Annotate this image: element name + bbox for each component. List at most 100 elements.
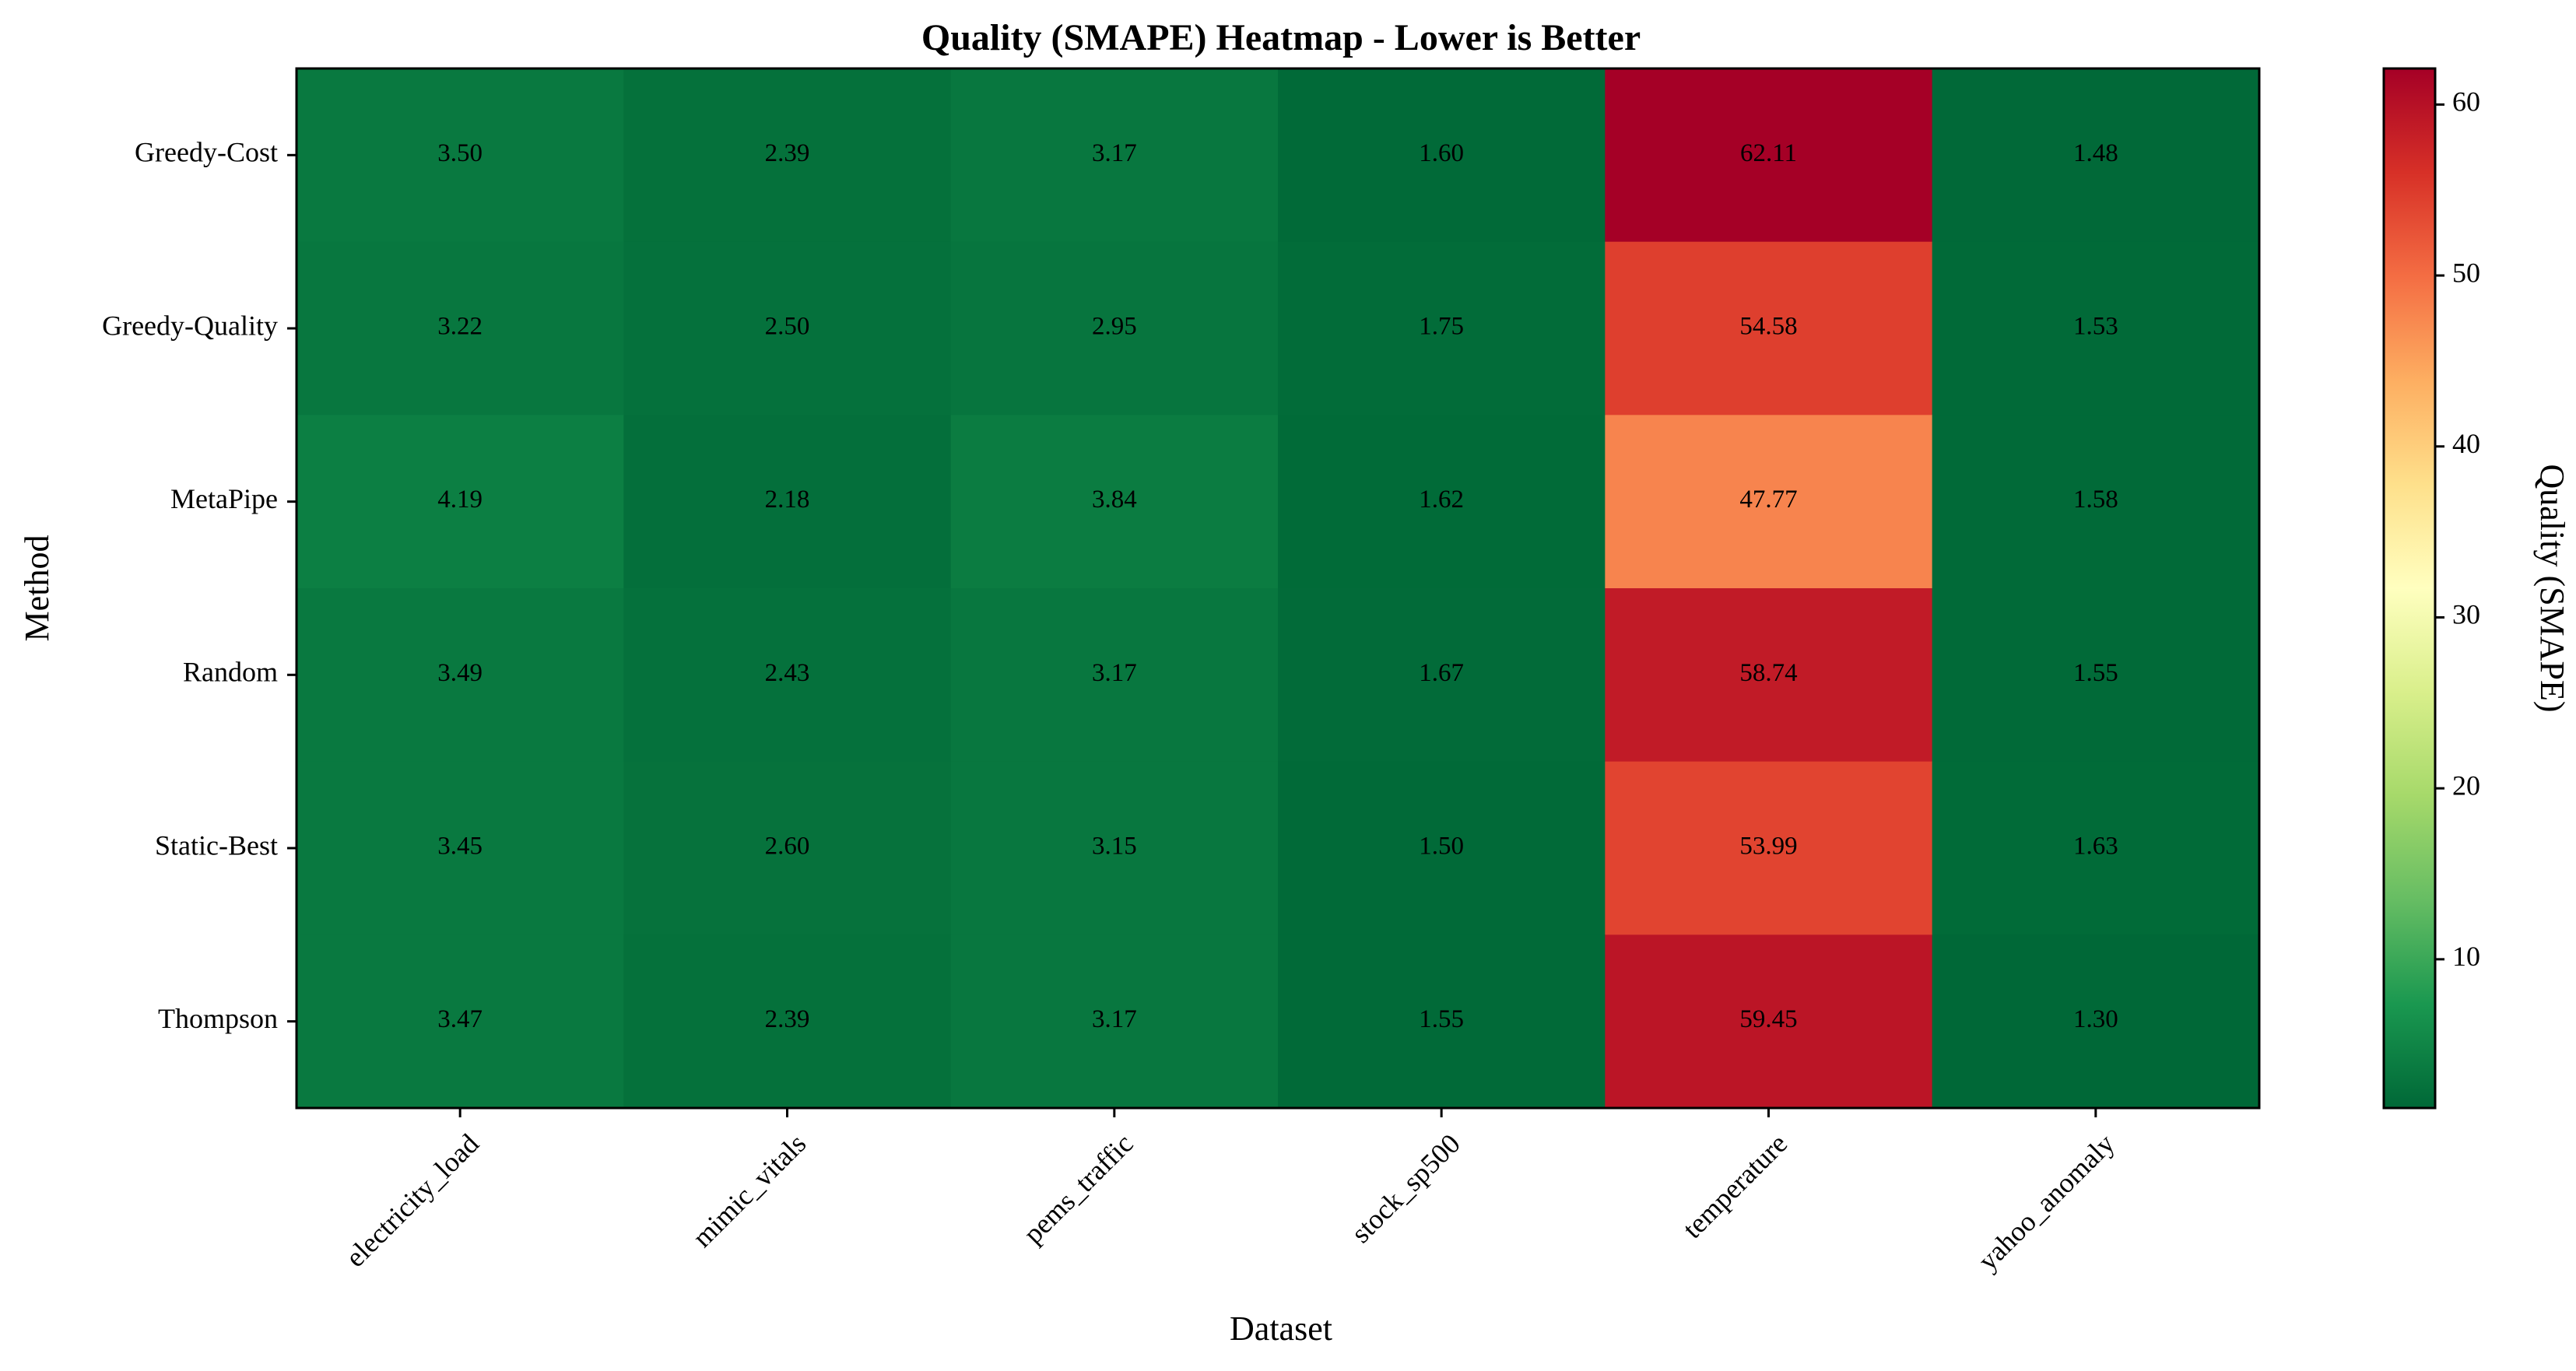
cell-value-label: 1.55	[2073, 659, 2118, 687]
heatmap-cell	[297, 934, 624, 1109]
heatmap-cell	[297, 588, 624, 763]
x-axis-label: Dataset	[1230, 1310, 1332, 1348]
plot-frame	[295, 67, 2261, 1110]
cell-value-label: 2.39	[765, 1005, 810, 1033]
cell-value-label: 1.55	[1419, 1005, 1464, 1033]
colorbar-tick-label: 60	[2452, 86, 2480, 117]
heatmap-cell	[1605, 588, 1933, 763]
cell-value-label: 1.67	[1419, 659, 1464, 687]
heatmap-cell	[1605, 415, 1933, 589]
colorbar-tick-label: 50	[2452, 257, 2480, 288]
colorbar-tick-label: 20	[2452, 770, 2480, 801]
heatmap-cells	[297, 68, 2260, 1109]
heatmap-cell	[950, 415, 1279, 589]
cell-value-label: 3.22	[437, 313, 483, 341]
cell-value-label: 1.50	[1419, 833, 1464, 861]
heatmap-cell	[1278, 588, 1606, 763]
colorbar-tick-label: 10	[2452, 941, 2480, 972]
heatmap-cell	[1932, 415, 2260, 589]
cell-value-label: 59.45	[1739, 1005, 1797, 1033]
colorbar-tick-label: 40	[2452, 428, 2480, 459]
heatmap-cell	[623, 68, 952, 243]
cell-value-label: 3.50	[437, 139, 483, 167]
heatmap-cell	[1932, 588, 2260, 763]
cell-value-label: 3.17	[1092, 1005, 1137, 1033]
x-tick-label: stock_sp500	[1345, 1127, 1466, 1249]
cell-value-label: 53.99	[1739, 833, 1797, 861]
heatmap-cell	[297, 68, 624, 243]
cell-value-label: 2.60	[765, 833, 810, 861]
heatmap-cell	[1932, 68, 2260, 243]
y-tick-label: MetaPipe	[170, 483, 278, 514]
y-tick-label: Random	[183, 657, 278, 688]
heatmap-cell	[1278, 415, 1606, 589]
cell-value-label: 1.75	[1419, 313, 1464, 341]
heatmap-cell	[623, 415, 952, 589]
cell-value-label: 4.19	[437, 486, 483, 514]
cell-value-label: 2.39	[765, 139, 810, 167]
heatmap-cell	[623, 934, 952, 1109]
y-tick-label: Thompson	[158, 1003, 278, 1034]
colorbar-tick-label: 30	[2452, 599, 2480, 630]
x-tick-label: yahoo_anomaly	[1972, 1127, 2121, 1276]
y-tick-label: Static-Best	[155, 829, 278, 861]
colorbar	[2382, 67, 2437, 1110]
colorbar-label: Quality (SMAPE)	[2533, 465, 2571, 713]
heatmap-cell	[623, 241, 952, 416]
chart-title: Quality (SMAPE) Heatmap - Lower is Bette…	[921, 17, 1641, 58]
cell-value-label: 3.84	[1092, 486, 1137, 514]
cell-value-label: 2.18	[765, 486, 810, 514]
cell-value-label: 3.15	[1092, 833, 1137, 861]
heatmap-cell	[623, 761, 952, 935]
y-axis-label: Method	[18, 535, 56, 642]
heatmap-cell	[950, 68, 1279, 243]
cell-value-label: 1.60	[1419, 139, 1464, 167]
heatmap-cell	[623, 588, 952, 763]
cell-value-label: 3.47	[437, 1005, 483, 1033]
heatmap-cell	[950, 241, 1279, 416]
cell-value-label: 3.49	[437, 659, 483, 687]
heatmap-cell	[1278, 241, 1606, 416]
cell-value-label: 1.53	[2073, 313, 2118, 341]
cell-value-label: 1.58	[2073, 486, 2118, 514]
heatmap-cell	[1605, 761, 1933, 935]
heatmap-cell	[297, 241, 624, 416]
cell-value-label: 3.17	[1092, 659, 1137, 687]
heatmap-cell	[1278, 68, 1606, 243]
x-tick-label: pems_traffic	[1017, 1127, 1139, 1249]
heatmap-cell	[950, 588, 1279, 763]
x-tick-label: temperature	[1676, 1127, 1793, 1244]
x-tick-label: electricity_load	[339, 1127, 485, 1273]
heatmap-cell	[950, 761, 1279, 935]
heatmap-cell	[1605, 68, 1933, 243]
heatmap-cell	[1605, 934, 1933, 1109]
heatmap-cell	[1932, 241, 2260, 416]
cell-value-labels: 3.50 2.39 3.17 1.60 62.11 1.48 3.22 2.50 2.95 1.7…	[437, 139, 2118, 1033]
cell-value-label: 62.11	[1740, 139, 1797, 167]
colorbar-ticks: 10 20 30 40 50 60	[2435, 86, 2480, 972]
x-tick-label: mimic_vitals	[686, 1127, 812, 1253]
cell-value-label: 58.74	[1739, 659, 1797, 687]
y-axis-ticks: Greedy-Cost Greedy-Quality MetaPipe Random S…	[102, 137, 297, 1034]
cell-value-label: 1.62	[1419, 486, 1464, 514]
cell-value-label: 1.48	[2073, 139, 2118, 167]
cell-value-label: 1.63	[2073, 833, 2118, 861]
heatmap-cell	[1932, 761, 2260, 935]
cell-value-label: 54.58	[1739, 313, 1797, 341]
cell-value-label: 3.45	[437, 833, 483, 861]
heatmap-cell	[297, 415, 624, 589]
cell-value-label: 2.95	[1092, 313, 1137, 341]
heatmap-cell	[297, 761, 624, 935]
heatmap-cell	[1932, 934, 2260, 1109]
cell-value-label: 3.17	[1092, 139, 1137, 167]
x-axis-ticks: electricity_load mimic_vitals pems_traffic…	[339, 1108, 2121, 1276]
y-tick-label: Greedy-Quality	[102, 310, 278, 341]
y-tick-label: Greedy-Cost	[135, 137, 278, 168]
heatmap-cell	[950, 934, 1279, 1109]
cell-value-label: 2.43	[765, 659, 810, 687]
cell-value-label: 47.77	[1739, 486, 1797, 514]
heatmap-cell	[1605, 241, 1933, 416]
heatmap-cell	[1278, 761, 1606, 935]
cell-value-label: 1.30	[2073, 1005, 2118, 1033]
